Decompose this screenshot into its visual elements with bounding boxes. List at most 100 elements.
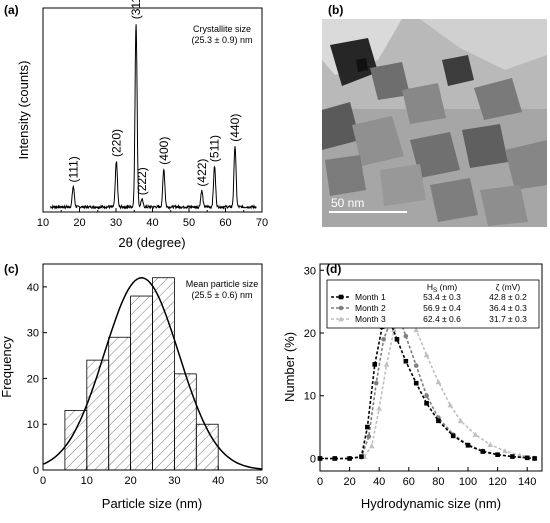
x-tick-label: 50 xyxy=(256,475,268,487)
legend-header-hs-symbol: H xyxy=(427,282,433,292)
panel-a-label: (a) xyxy=(4,3,19,17)
triangle-marker xyxy=(487,441,493,447)
peak-label: (440) xyxy=(228,114,242,142)
series-line xyxy=(320,309,535,460)
panel-a-annotation-line2: (25.3 ± 0.9) nm xyxy=(192,35,253,45)
x-tick-label: 20 xyxy=(73,217,85,229)
circle-marker xyxy=(381,336,386,342)
x-tick-label: 70 xyxy=(256,217,268,229)
legend-header-hs: HS (nm) xyxy=(427,282,457,294)
circle-marker xyxy=(424,393,429,399)
y-tick-label: 0 xyxy=(310,453,316,465)
legend-row: Month 3 62.4 ± 0.6 31.7 ± 0.3 xyxy=(331,314,527,324)
panel-d-label: (d) xyxy=(326,262,341,276)
square-marker xyxy=(532,456,537,461)
y-tick-label: 20 xyxy=(304,328,316,340)
square-marker xyxy=(436,418,441,424)
legend-header-hs-subscript: S xyxy=(433,287,438,294)
triangle-marker xyxy=(502,448,508,454)
triangle-marker xyxy=(369,443,375,449)
y-tick-label: 10 xyxy=(27,419,39,431)
y-tick-label: 20 xyxy=(27,373,39,385)
peak-label: (311) xyxy=(129,0,143,19)
dls-series xyxy=(317,308,538,461)
x-tick-label: 60 xyxy=(219,217,231,229)
series-month-2 xyxy=(317,311,537,461)
legend-zeta-value: 31.7 ± 0.3 xyxy=(489,314,527,324)
panel-b: (b) 50 nm xyxy=(322,3,547,227)
panel-c-annotation-line2: (25.5 ± 0.6) nm xyxy=(192,290,253,300)
histogram-bar xyxy=(108,336,131,471)
panel-a-annotation-line1: Crystallite size xyxy=(193,24,251,34)
square-marker xyxy=(365,424,370,430)
x-tick-label: 40 xyxy=(212,475,224,487)
panel-c-frame xyxy=(42,263,263,471)
panel-d: (d) 0 20 40 60 80 100 120 140 0 10 20 30 Hydrodynam… xyxy=(282,262,543,511)
panel-a-y-axis-label: Intensity (counts) xyxy=(16,61,31,160)
y-tick-label: 40 xyxy=(27,282,39,294)
peak-label: (422) xyxy=(195,159,209,187)
triangle-marker xyxy=(435,379,442,385)
panel-c-x-axis-label: Particle size (nm) xyxy=(102,496,202,511)
circle-marker xyxy=(366,434,372,439)
histogram-bar xyxy=(86,359,110,471)
circle-marker xyxy=(403,333,409,339)
x-tick-label: 140 xyxy=(518,476,536,488)
legend-hs-value: 62.4 ± 0.6 xyxy=(423,314,461,324)
y-tick-label: 30 xyxy=(304,265,316,277)
x-tick-label: 10 xyxy=(37,217,49,229)
square-marker xyxy=(403,358,409,364)
triangle-marker xyxy=(472,431,479,437)
circle-marker xyxy=(413,363,419,368)
square-marker xyxy=(510,454,515,459)
triangle-marker xyxy=(383,361,390,367)
x-tick-label: 40 xyxy=(146,217,158,229)
x-tick-label: 50 xyxy=(183,217,195,229)
square-marker xyxy=(338,294,344,300)
gaussian-fit-curve xyxy=(42,276,263,470)
peak-label: (511) xyxy=(208,135,222,162)
triangle-marker xyxy=(338,316,344,322)
panel-b-label: (b) xyxy=(328,3,343,17)
y-tick-label: 30 xyxy=(27,328,39,340)
series-line xyxy=(320,312,535,460)
square-marker xyxy=(413,380,419,386)
square-marker xyxy=(394,336,400,342)
triangle-marker xyxy=(413,327,419,333)
histogram-bars xyxy=(64,277,219,471)
legend-hs-value: 56.9 ± 0.4 xyxy=(423,303,461,313)
panel-d-x-axis-label: Hydrodynamic size (nm) xyxy=(361,496,501,511)
x-tick-label: 20 xyxy=(343,476,355,488)
peak-label: (222) xyxy=(135,167,149,195)
circle-marker xyxy=(338,305,344,311)
x-tick-label: 120 xyxy=(488,476,506,488)
scale-bar-label: 50 nm xyxy=(331,196,364,210)
square-marker xyxy=(347,456,352,461)
series-line xyxy=(320,319,535,460)
square-marker xyxy=(480,449,486,454)
x-tick-label: 10 xyxy=(81,475,93,487)
triangle-marker xyxy=(376,405,382,411)
legend-zeta-value: 42.8 ± 0.2 xyxy=(489,292,527,302)
panel-d-frame xyxy=(319,263,543,472)
x-tick-label: 30 xyxy=(168,475,180,487)
square-marker xyxy=(524,455,530,461)
histogram-bar xyxy=(195,423,219,471)
panel-c: (c) Mean particle size (25.5 ± 0.6) nm 0… xyxy=(0,262,268,511)
xrd-pattern-line xyxy=(50,24,257,211)
legend-hs-value: 53.4 ± 0.3 xyxy=(423,292,461,302)
legend-header-hs-unit: (nm) xyxy=(437,282,457,292)
series-month-3 xyxy=(317,308,538,461)
peak-label: (220) xyxy=(109,129,123,157)
panel-c-y-axis-label: Frequency xyxy=(0,336,14,398)
square-marker xyxy=(450,433,456,439)
panel-d-legend: HS (nm) ζ (mV) Month 1 53.4 ± 0.3 42.8 ± 0… xyxy=(326,279,540,329)
histogram-bar xyxy=(130,295,153,471)
triangle-marker xyxy=(457,418,464,424)
y-tick-label: 10 xyxy=(304,391,316,403)
legend-series-name: Month 3 xyxy=(355,314,386,324)
series-month-1 xyxy=(317,318,537,461)
panel-d-ticks: 0 20 40 60 80 100 120 140 0 10 20 30 xyxy=(304,265,537,488)
panel-a-peak-labels: (111) (220) (311) (222) (400) (422)(511) (440) xyxy=(66,0,242,195)
legend-series-name: Month 2 xyxy=(355,303,386,313)
